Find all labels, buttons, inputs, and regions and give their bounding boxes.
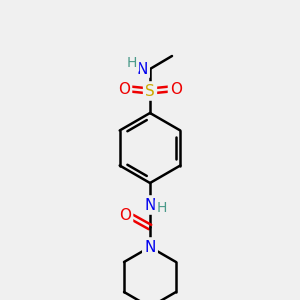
Text: N: N (144, 197, 156, 212)
Text: H: H (157, 201, 167, 215)
Text: H: H (127, 56, 137, 70)
Text: N: N (136, 61, 148, 76)
Text: O: O (118, 82, 130, 97)
Text: S: S (145, 83, 155, 98)
Text: N: N (144, 239, 156, 254)
Text: O: O (119, 208, 131, 223)
Text: O: O (170, 82, 182, 97)
